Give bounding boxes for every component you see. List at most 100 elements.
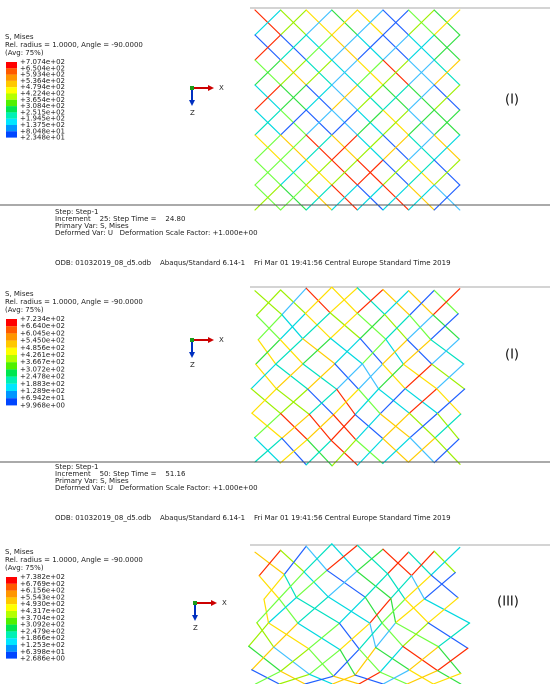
legend-band bbox=[6, 119, 17, 125]
legend-band bbox=[6, 618, 17, 625]
lattice-strut bbox=[309, 650, 340, 675]
lattice-strut bbox=[437, 389, 464, 413]
legend-band bbox=[6, 398, 17, 405]
legend-band bbox=[6, 87, 17, 93]
axis-x-head bbox=[208, 337, 214, 343]
legend-band bbox=[6, 68, 17, 74]
lattice-strut bbox=[355, 675, 383, 684]
lattice-strut bbox=[379, 364, 404, 389]
lattice-strut bbox=[405, 599, 428, 623]
lattice-strut bbox=[424, 599, 469, 623]
lattice-strut bbox=[256, 364, 277, 389]
panel-label: (I) bbox=[505, 93, 519, 108]
lattice-strut bbox=[391, 576, 412, 599]
legend-band bbox=[6, 348, 17, 355]
legend-title: S, Mises bbox=[5, 33, 34, 41]
lattice-strut bbox=[383, 364, 406, 389]
lattice-strut bbox=[407, 340, 432, 364]
lattice-strut bbox=[433, 315, 459, 339]
lattice-strut bbox=[309, 623, 340, 648]
lattice-strut bbox=[256, 290, 280, 315]
lattice-strut bbox=[340, 623, 370, 650]
axis-z-label: Z bbox=[190, 361, 195, 369]
legend-band bbox=[6, 362, 17, 369]
lattice-strut bbox=[410, 290, 435, 315]
lattice-strut bbox=[359, 364, 383, 389]
legend-band bbox=[6, 384, 17, 391]
legend-title: (Avg: 75%) bbox=[5, 564, 44, 572]
legend-title: S, Mises bbox=[5, 548, 34, 556]
lattice-strut bbox=[276, 339, 303, 364]
legend-label: +2.348e+01 bbox=[20, 134, 65, 142]
lattice bbox=[249, 544, 470, 684]
axis-z-label: Z bbox=[190, 109, 195, 117]
lattice-strut bbox=[385, 314, 408, 339]
panel-label: (III) bbox=[497, 595, 519, 610]
lattice-strut bbox=[435, 414, 461, 438]
odb-info: ODB: 01032019_08_d5.odb Abaqus/Standard … bbox=[55, 514, 451, 522]
legend-title: Rel. radius = 1.0000, Angle = -90.0000 bbox=[5, 41, 143, 49]
legend-band bbox=[6, 652, 17, 659]
lattice-strut bbox=[383, 670, 409, 684]
legend-band bbox=[6, 81, 17, 87]
lattice-strut bbox=[333, 389, 358, 415]
legend-band bbox=[6, 631, 17, 638]
lattice-strut bbox=[335, 364, 359, 389]
axis-x-label: X bbox=[219, 84, 224, 92]
step-info: Deformed Var: U Deformation Scale Factor… bbox=[55, 229, 258, 237]
lattice-strut bbox=[259, 550, 280, 575]
lattice-strut bbox=[407, 315, 433, 340]
axis-x-head bbox=[211, 600, 217, 606]
lattice-strut bbox=[303, 364, 337, 389]
lattice-strut bbox=[328, 571, 357, 597]
legend-label: +2.686e+00 bbox=[20, 655, 65, 663]
lattice-strut bbox=[357, 549, 383, 571]
lattice-strut bbox=[396, 599, 425, 623]
lattice-strut bbox=[362, 339, 385, 364]
axis-x-label: X bbox=[222, 599, 227, 607]
lattice-strut bbox=[383, 340, 408, 364]
legend-band bbox=[6, 341, 17, 348]
legend-band bbox=[6, 377, 17, 384]
lattice-strut bbox=[330, 338, 362, 364]
legend-title: (Avg: 75%) bbox=[5, 306, 44, 314]
lattice-strut bbox=[333, 676, 358, 684]
lattice-strut bbox=[358, 439, 383, 466]
legend-band bbox=[6, 355, 17, 362]
lattice-strut bbox=[335, 339, 360, 364]
lattice-strut bbox=[380, 646, 403, 672]
legend-band bbox=[6, 319, 17, 326]
legend-band bbox=[6, 391, 17, 398]
legend-band bbox=[6, 604, 17, 611]
lattice-strut bbox=[328, 597, 370, 623]
lattice-strut bbox=[359, 649, 380, 672]
lattice-strut bbox=[339, 597, 365, 623]
lattice-strut bbox=[403, 340, 430, 365]
legend-band bbox=[6, 106, 17, 112]
lattice-strut bbox=[432, 339, 459, 364]
lattice-strut bbox=[431, 575, 458, 598]
lattice-strut bbox=[256, 315, 280, 339]
legend-band bbox=[6, 333, 17, 340]
legend-band bbox=[6, 100, 17, 106]
lattice-strut bbox=[252, 670, 279, 684]
legend-label: +9.968e+00 bbox=[20, 401, 65, 409]
odb-info: ODB: 01032019_08_d5.odb Abaqus/Standard … bbox=[55, 259, 451, 267]
lattice-strut bbox=[337, 364, 363, 389]
legend-band bbox=[6, 369, 17, 376]
legend-band bbox=[6, 131, 17, 137]
legend-band bbox=[6, 125, 17, 131]
lattice-strut bbox=[409, 552, 432, 575]
lattice-strut bbox=[333, 649, 359, 676]
axis-z-head bbox=[192, 615, 198, 621]
panel-label: (I) bbox=[505, 348, 519, 363]
legend-band bbox=[6, 326, 17, 333]
lattice-strut bbox=[252, 647, 274, 670]
axis-x-head bbox=[208, 85, 214, 91]
lattice-strut bbox=[355, 648, 376, 676]
lattice-strut bbox=[428, 598, 458, 623]
axis-origin bbox=[190, 338, 194, 342]
lattice-strut bbox=[307, 415, 333, 440]
lattice-strut bbox=[433, 673, 461, 684]
legend-title: S, Mises bbox=[5, 290, 34, 298]
